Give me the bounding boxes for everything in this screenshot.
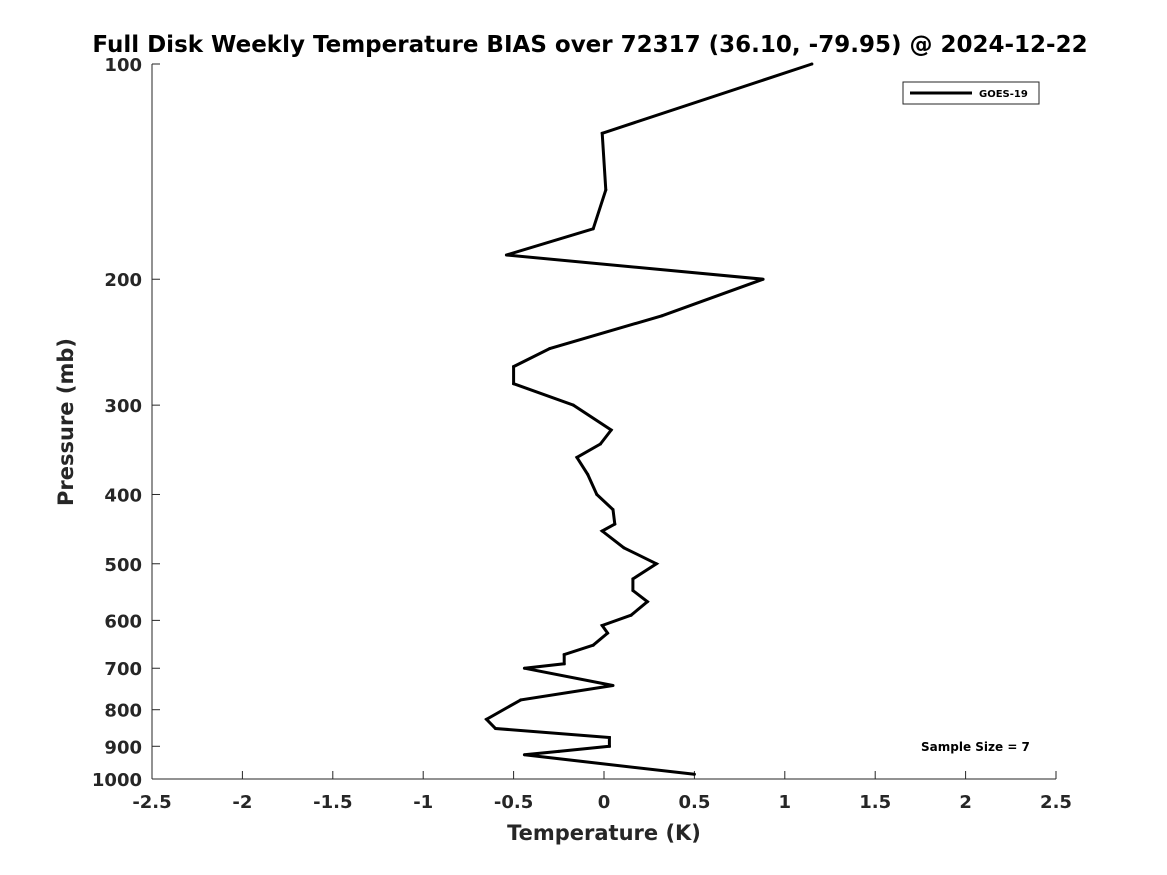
x-tick-label: -2.5 xyxy=(132,792,171,813)
data-point xyxy=(522,666,526,670)
data-point xyxy=(606,631,610,635)
data-point xyxy=(611,684,615,687)
y-axis-ticks: 100 200 300 400 500 600 700 800 900 1000 xyxy=(92,55,160,791)
data-point xyxy=(631,589,635,592)
data-point xyxy=(504,253,508,257)
data-point xyxy=(557,749,561,753)
data-point xyxy=(591,227,595,231)
data-point xyxy=(595,493,599,496)
data-point xyxy=(609,428,613,432)
data-point xyxy=(586,472,590,476)
x-tick-label: 1 xyxy=(779,792,792,813)
sample-size-annotation: Sample Size = 7 xyxy=(921,740,1030,754)
series-line-goes-19 xyxy=(484,62,813,776)
data-point xyxy=(571,403,575,407)
x-tick-label: -1.5 xyxy=(313,792,352,813)
data-point xyxy=(591,643,595,647)
x-axis-ticks: -2.5 -2 -1.5 -1 -0.5 0 0.5 1 1.5 2 2.5 xyxy=(132,771,1072,813)
data-point xyxy=(548,347,552,350)
x-tick-label: 0.5 xyxy=(678,792,710,813)
x-tick-label: 2 xyxy=(959,792,972,813)
x-tick-label: 1.5 xyxy=(859,792,891,813)
data-point xyxy=(575,455,579,459)
data-point xyxy=(562,653,566,657)
y-tick-label: 200 xyxy=(104,270,142,291)
x-tick-label: -2 xyxy=(232,792,252,813)
y-tick-label: 400 xyxy=(104,485,142,506)
x-tick-label: -0.5 xyxy=(494,792,533,813)
data-point xyxy=(494,727,497,730)
y-tick-label: 500 xyxy=(104,555,142,576)
data-point xyxy=(600,529,604,533)
data-point xyxy=(645,600,649,604)
x-axis-label: Temperature (K) xyxy=(507,821,701,845)
y-tick-label: 700 xyxy=(104,659,142,680)
data-point xyxy=(613,522,617,526)
data-point xyxy=(604,188,608,192)
chart-title: Full Disk Weekly Temperature BIAS over 7… xyxy=(92,32,1087,58)
data-point xyxy=(611,508,615,512)
data-point xyxy=(622,546,626,550)
y-tick-label: 600 xyxy=(104,611,142,632)
x-tick-label: -1 xyxy=(413,792,433,813)
data-point xyxy=(512,365,516,369)
x-tick-label: 2.5 xyxy=(1040,792,1072,813)
series-layer xyxy=(484,62,814,776)
data-point xyxy=(519,698,523,702)
legend: GOES-19 xyxy=(902,81,1040,105)
y-tick-label: 800 xyxy=(104,701,142,722)
data-point xyxy=(660,314,664,318)
data-point xyxy=(810,62,814,66)
data-point xyxy=(562,662,566,666)
data-point xyxy=(600,131,604,135)
data-point xyxy=(761,277,765,281)
data-point xyxy=(607,744,611,748)
x-tick-label: 0 xyxy=(598,792,611,813)
data-point xyxy=(631,577,635,581)
data-point xyxy=(598,442,602,446)
data-point xyxy=(512,382,516,386)
data-point xyxy=(629,613,633,617)
data-point xyxy=(485,717,488,721)
data-point xyxy=(607,736,611,739)
data-point xyxy=(654,562,658,566)
y-tick-label: 900 xyxy=(104,737,142,758)
y-tick-label: 300 xyxy=(104,396,142,417)
data-point xyxy=(692,772,696,776)
legend-label-goes-19: GOES-19 xyxy=(979,89,1028,100)
data-point xyxy=(522,753,526,757)
y-tick-label: 100 xyxy=(104,55,142,76)
data-point xyxy=(600,624,604,627)
y-tick-label: 1000 xyxy=(92,770,142,791)
y-axis-label: Pressure (mb) xyxy=(54,338,78,506)
